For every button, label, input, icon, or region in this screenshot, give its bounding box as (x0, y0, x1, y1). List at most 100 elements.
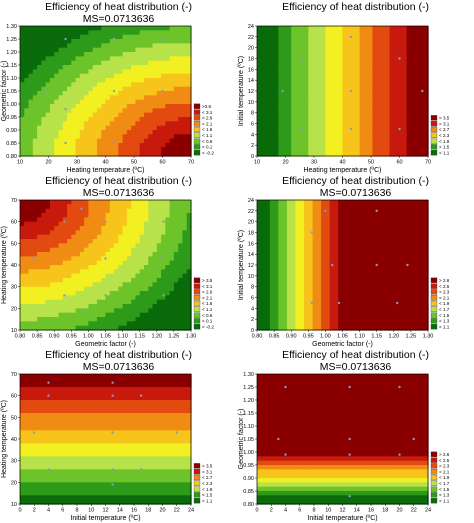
heat-cell (101, 95, 107, 101)
heat-cell (79, 26, 85, 31)
heat-cell (45, 147, 51, 153)
heat-cell (20, 273, 25, 279)
heat-cell (274, 56, 279, 62)
heat-cell (62, 26, 68, 31)
heat-cell (88, 78, 94, 83)
heat-cell (75, 121, 81, 127)
heat-cell (406, 234, 412, 240)
heat-cell (126, 308, 132, 314)
heat-cell (338, 112, 344, 118)
heat-cell (312, 86, 318, 92)
heat-cell (329, 213, 335, 218)
heat-cell (372, 321, 378, 327)
heat-cell (312, 230, 318, 236)
heat-cell (45, 325, 51, 331)
heat-cell (299, 112, 305, 118)
heat-cell (329, 234, 335, 240)
heat-cell (282, 243, 288, 249)
heat-cell (161, 91, 166, 96)
heat-cell (131, 69, 137, 75)
heat-cell (156, 121, 162, 127)
heat-cell (143, 282, 149, 288)
heat-cell (156, 82, 162, 88)
heat-cell (419, 60, 425, 66)
heat-cell (308, 260, 314, 266)
heat-cell (295, 52, 301, 57)
heat-cell (257, 278, 262, 283)
heat-cell (351, 73, 356, 79)
heat-cell (101, 252, 107, 257)
heat-cell (393, 95, 399, 101)
heat-cell (143, 60, 149, 66)
heat-cell (269, 56, 275, 62)
heat-cell (261, 204, 267, 210)
heat-cell (75, 252, 81, 257)
heat-cell (49, 221, 55, 227)
heat-cell (20, 99, 25, 105)
heat-cell (389, 91, 395, 96)
heat-cell (351, 325, 356, 331)
heat-cell (92, 47, 98, 53)
heat-cell (380, 204, 386, 210)
heat-cell (75, 208, 81, 214)
heat-cell (45, 121, 51, 127)
heat-cell (274, 95, 279, 101)
heat-cell (135, 56, 141, 62)
heat-cell (321, 317, 327, 322)
heat-cell (148, 47, 154, 53)
heat-cell (92, 221, 98, 227)
heat-cell (118, 130, 124, 135)
heat-cell (415, 286, 421, 292)
heat-cell (304, 43, 309, 49)
heat-cell (118, 295, 124, 301)
heat-cell (312, 43, 318, 49)
heat-cell (118, 282, 124, 288)
heat-cell (321, 104, 327, 109)
heat-cell (261, 112, 267, 118)
heat-cell (156, 47, 162, 53)
heat-cell (156, 143, 162, 148)
heat-cell (148, 217, 154, 223)
heat-cell (385, 226, 391, 231)
heat-cell (24, 252, 30, 257)
heat-cell (118, 239, 124, 244)
heat-cell (45, 39, 51, 44)
heat-cell (351, 86, 356, 92)
heat-cell (355, 299, 361, 305)
heat-cell (402, 26, 408, 31)
heat-cell (278, 78, 284, 83)
heat-cell (105, 230, 111, 236)
heat-cell (143, 208, 149, 214)
heat-cell (410, 256, 416, 262)
heat-cell (126, 265, 132, 270)
heat-cell (152, 138, 158, 144)
heat-cell (265, 121, 271, 127)
heat-cell (24, 47, 30, 53)
heat-cell (286, 147, 292, 153)
heat-cell (321, 208, 327, 214)
heat-cell (257, 308, 262, 314)
heat-cell (316, 138, 322, 144)
heat-cell (131, 247, 137, 253)
heat-cell (329, 112, 335, 118)
heat-cell (148, 204, 154, 210)
heat-cell (152, 82, 158, 88)
heat-cell (380, 56, 386, 62)
heat-cell (389, 278, 395, 283)
heat-cell (406, 91, 412, 96)
heat-cell (261, 78, 267, 83)
heat-cell (261, 130, 267, 135)
heat-cell (380, 243, 386, 249)
heat-cell (389, 321, 395, 327)
legend-label: < 1.1 (202, 133, 213, 138)
heat-cell (186, 65, 192, 70)
heat-cell (274, 26, 279, 31)
heat-cell (139, 239, 145, 244)
heat-cell (126, 200, 132, 205)
heat-cell (295, 295, 301, 301)
design-point (44, 89, 47, 93)
heat-cell (380, 312, 386, 318)
y-tick-label: 70 (11, 198, 17, 204)
heat-cell (368, 138, 374, 144)
heat-cell (329, 69, 335, 75)
